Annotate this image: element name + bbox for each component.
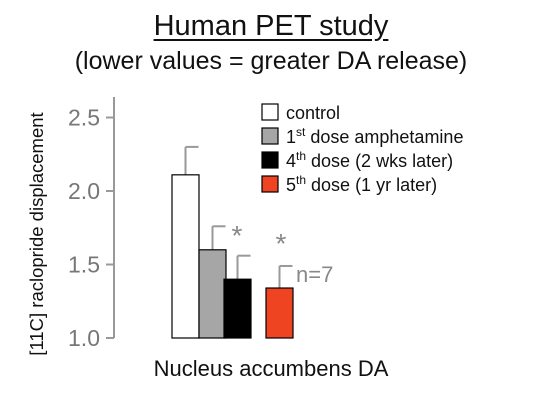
legend-swatch xyxy=(261,127,279,145)
y-tick-label: 1.0 xyxy=(68,325,100,351)
chart-title: Human PET study xyxy=(153,10,389,42)
bar-2 xyxy=(198,249,227,339)
legend-entry: 4th dose (2 wks later) xyxy=(286,149,453,171)
legend-entry: 1st dose amphetamine xyxy=(286,125,463,147)
significance-marker: * xyxy=(276,228,287,259)
legend-swatch xyxy=(261,175,279,193)
legend-swatch xyxy=(261,151,279,169)
x-axis-label: Nucleus accumbens DA xyxy=(153,356,389,381)
legend-entry: control xyxy=(286,103,340,123)
y-tick-label: 2.0 xyxy=(68,178,100,204)
legend-swatch xyxy=(261,103,279,121)
legend-entry: 5th dose (1 yr later) xyxy=(286,173,437,195)
bar-1 xyxy=(171,174,200,339)
y-tick-label: 2.5 xyxy=(68,105,100,131)
bar-3 xyxy=(223,278,252,339)
y-tick-label: 1.5 xyxy=(68,252,100,278)
sample-size-label: n=7 xyxy=(296,262,333,287)
significance-marker: * xyxy=(232,220,243,251)
bar-4 xyxy=(265,287,294,339)
chart-subtitle: (lower values = greater DA release) xyxy=(74,47,468,75)
